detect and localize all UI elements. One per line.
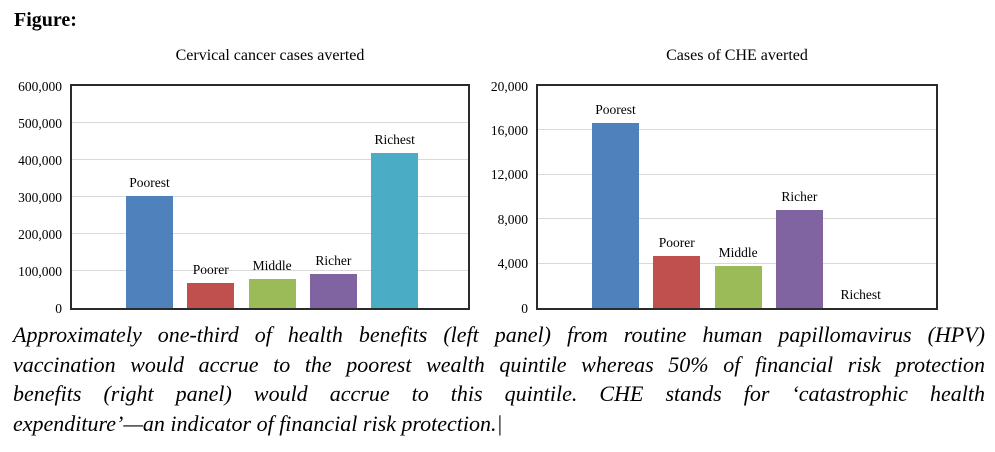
y-axis-tick-label: 200,000 <box>18 226 62 242</box>
y-axis-tick-label: 600,000 <box>18 78 62 94</box>
caption-line: Approximately one-third of health benefi… <box>13 322 985 347</box>
gridline <box>538 129 936 131</box>
bar-poorer <box>653 255 701 308</box>
chart-body: 0 4,000 8,000 12,000 16,000 20,000 Poorest Poo… <box>474 79 938 316</box>
caption-line: benefits (right panel) would accrue to t… <box>13 381 985 406</box>
gridline <box>538 262 936 264</box>
bar-label-poorer: Poorer <box>192 261 229 277</box>
figure-caption[interactable]: Approximately one-third of health benefi… <box>13 320 985 438</box>
y-axis-tick-label: 8,000 <box>497 211 528 227</box>
bar-middle <box>248 279 296 308</box>
bar-middle <box>714 265 762 308</box>
bar-label-richest: Richest <box>374 131 415 147</box>
chart-title: Cervical cancer cases averted <box>175 47 365 64</box>
figure-heading: Figure: <box>14 9 77 31</box>
y-axis-tick-label: 16,000 <box>490 122 528 138</box>
bar-label-poorest: Poorest <box>129 174 170 190</box>
bar-label-middle: Middle <box>718 244 758 260</box>
bar-label-richest: Richest <box>840 287 881 302</box>
chart-body: 0 100,000 200,000 300,000 400,000 500,000 600,… <box>8 79 470 316</box>
gridline <box>538 218 936 220</box>
bar-label-richer: Richer <box>315 252 352 268</box>
gridline <box>72 122 468 123</box>
y-axis-tick-label: 300,000 <box>18 189 62 205</box>
caption-line: expenditure’—an indicator of financial r… <box>13 410 503 436</box>
caption-line: vaccination would accrue to the poorest … <box>13 351 985 377</box>
bar-poorest <box>592 122 639 308</box>
y-axis-tick-label: 12,000 <box>490 167 528 183</box>
y-axis-tick-label: 0 <box>521 300 528 316</box>
bar-poorer <box>187 282 235 308</box>
y-axis-tick-label: 0 <box>55 300 62 316</box>
y-axis: 0 100,000 200,000 300,000 400,000 500,000 600,… <box>8 79 70 316</box>
gridline <box>72 196 468 197</box>
y-axis-tick-label: 20,000 <box>490 78 528 94</box>
bar-poorest <box>126 195 173 308</box>
gridline <box>72 159 468 160</box>
chart-cases-of-che-averted[interactable]: Cases of CHE averted 0 4,000 8,000 12,000 16… <box>474 44 938 316</box>
bar-label-middle: Middle <box>252 258 292 274</box>
bar-richest <box>371 152 419 308</box>
bar-label-poorest: Poorest <box>595 101 636 117</box>
gridline <box>72 233 468 234</box>
chart-cervical-cancer-cases-averted[interactable]: Cervical cancer cases averted 0 100,000 20… <box>8 44 470 316</box>
y-axis-tick-label: 500,000 <box>18 115 62 131</box>
bar-richer <box>309 273 357 308</box>
bar-label-poorer: Poorer <box>658 234 695 250</box>
gridline <box>72 270 468 271</box>
bar-richer <box>775 210 823 308</box>
y-axis-tick-label: 400,000 <box>18 152 62 168</box>
y-axis-tick-label: 100,000 <box>18 263 62 279</box>
y-axis: 0 4,000 8,000 12,000 16,000 20,000 <box>474 79 536 316</box>
plot-area: Poorest Poorer Middle Richer Richest <box>70 84 470 310</box>
bar-label-richer: Richer <box>781 189 818 205</box>
y-axis-tick-label: 4,000 <box>497 256 528 272</box>
gridline <box>538 173 936 175</box>
plot-area: Poorest Poorer Middle Richer Richest <box>536 84 938 310</box>
chart-title: Cases of CHE averted <box>666 47 808 64</box>
